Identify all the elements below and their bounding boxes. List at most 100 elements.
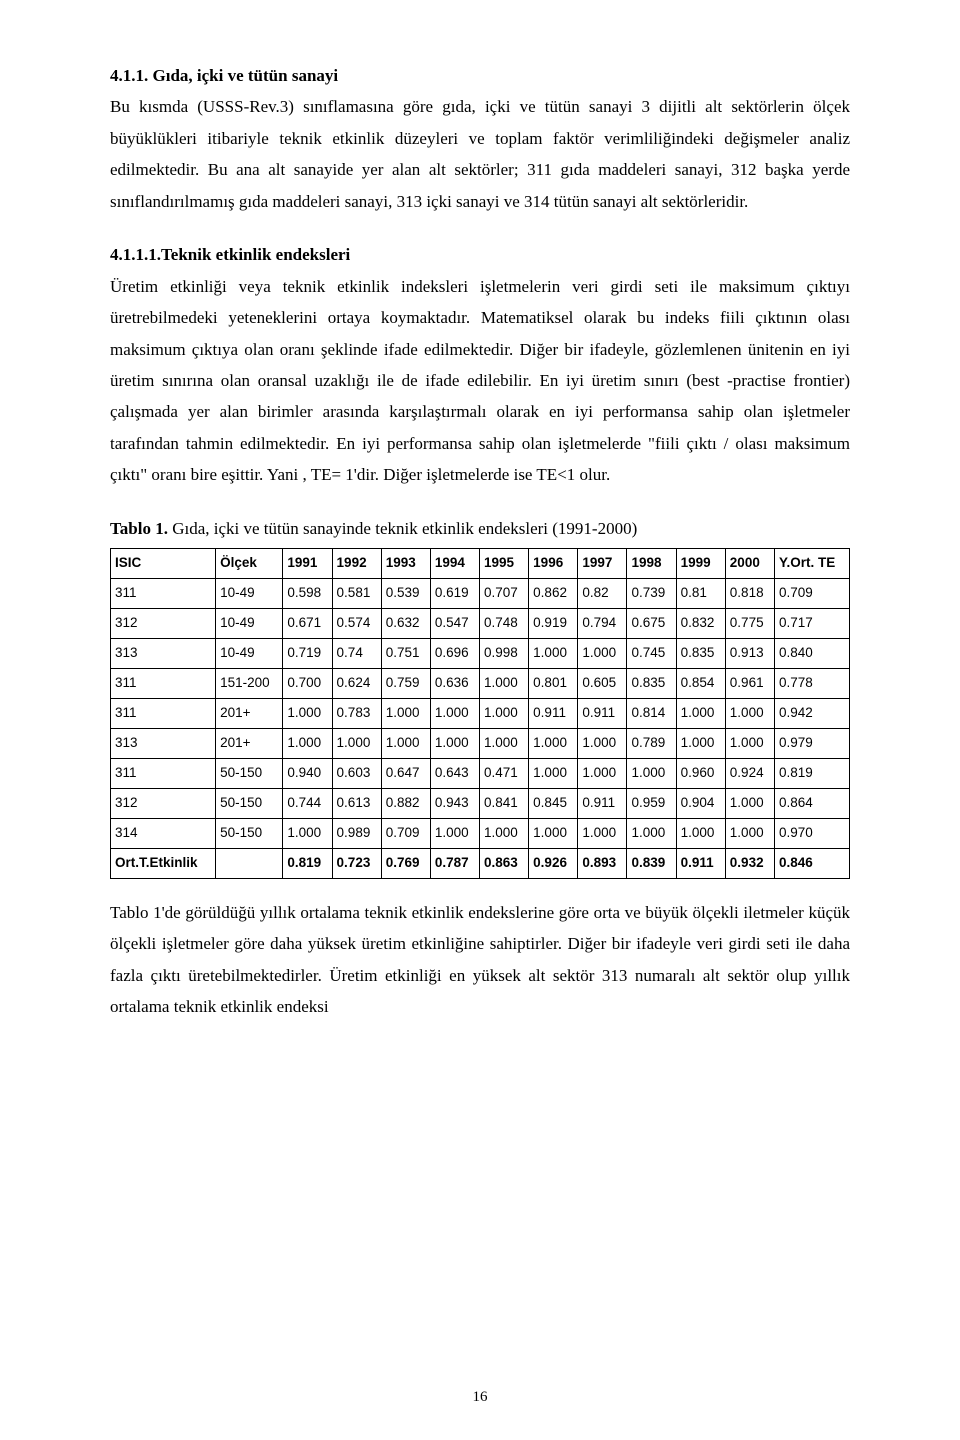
paragraph-1: Bu kısmda (USSS-Rev.3) sınıflamasına gör… bbox=[110, 91, 850, 217]
table-row: 31110-490.5980.5810.5390.6190.7070.8620.… bbox=[111, 579, 850, 609]
table-cell: 0.581 bbox=[332, 579, 381, 609]
table-cell: 1.000 bbox=[627, 758, 676, 788]
table-header-cell: 2000 bbox=[725, 549, 774, 579]
table-cell: 0.911 bbox=[578, 698, 627, 728]
table-cell: 0.787 bbox=[430, 848, 479, 878]
table-header-cell: 1993 bbox=[381, 549, 430, 579]
table-cell: 0.819 bbox=[283, 848, 332, 878]
table-header-row: ISICÖlçek1991199219931994199519961997199… bbox=[111, 549, 850, 579]
table-cell: 0.82 bbox=[578, 579, 627, 609]
table-caption: Tablo 1. Gıda, içki ve tütün sanayinde t… bbox=[110, 513, 850, 544]
table-cell: 314 bbox=[111, 818, 216, 848]
table-cell: 0.835 bbox=[627, 669, 676, 699]
table-cell: 1.000 bbox=[529, 818, 578, 848]
table-cell: 1.000 bbox=[381, 698, 430, 728]
table-cell: 0.775 bbox=[725, 609, 774, 639]
table-cell: 1.000 bbox=[725, 698, 774, 728]
table-cell: 1.000 bbox=[676, 698, 725, 728]
data-table: ISICÖlçek1991199219931994199519961997199… bbox=[110, 548, 850, 879]
table-cell: 0.81 bbox=[676, 579, 725, 609]
table-cell: 0.723 bbox=[332, 848, 381, 878]
table-cell: 0.671 bbox=[283, 609, 332, 639]
table-cell: 313 bbox=[111, 728, 216, 758]
table-cell: 0.835 bbox=[676, 639, 725, 669]
table-cell: 0.911 bbox=[578, 788, 627, 818]
table-cell: 0.769 bbox=[381, 848, 430, 878]
table-cell: 1.000 bbox=[676, 728, 725, 758]
table-cell: 311 bbox=[111, 698, 216, 728]
table-cell: 50-150 bbox=[216, 758, 283, 788]
table-body: 31110-490.5980.5810.5390.6190.7070.8620.… bbox=[111, 579, 850, 879]
table-cell: 0.632 bbox=[381, 609, 430, 639]
table-cell: 1.000 bbox=[578, 758, 627, 788]
table-cell: 0.893 bbox=[578, 848, 627, 878]
table-row: 31310-490.7190.740.7510.6960.9981.0001.0… bbox=[111, 639, 850, 669]
table-header-cell: 1997 bbox=[578, 549, 627, 579]
table-cell: 0.959 bbox=[627, 788, 676, 818]
table-cell: 0.613 bbox=[332, 788, 381, 818]
table-cell: 312 bbox=[111, 788, 216, 818]
paragraph-2-body: Üretim etkinliği veya teknik etkinlik in… bbox=[110, 277, 850, 485]
table-cell: 10-49 bbox=[216, 579, 283, 609]
table-cell: 0.940 bbox=[283, 758, 332, 788]
table-cell: 1.000 bbox=[676, 818, 725, 848]
paragraph-2: 4.1.1.1.Teknik etkinlik endeksleri Üreti… bbox=[110, 239, 850, 491]
table-cell: 0.862 bbox=[529, 579, 578, 609]
table-cell: 0.970 bbox=[774, 818, 849, 848]
table-row: 31450-1501.0000.9890.7091.0001.0001.0001… bbox=[111, 818, 850, 848]
table-header-cell: 1994 bbox=[430, 549, 479, 579]
section-heading: 4.1.1. Gıda, içki ve tütün sanayi bbox=[110, 60, 850, 91]
subsection-heading: 4.1.1.1.Teknik etkinlik endeksleri bbox=[110, 245, 350, 264]
table-cell: 0.924 bbox=[725, 758, 774, 788]
table-cell: 312 bbox=[111, 609, 216, 639]
table-cell: 313 bbox=[111, 639, 216, 669]
table-cell: 0.960 bbox=[676, 758, 725, 788]
table-cell: 0.636 bbox=[430, 669, 479, 699]
table-caption-text: Gıda, içki ve tütün sanayinde teknik etk… bbox=[168, 519, 637, 538]
table-cell: 50-150 bbox=[216, 818, 283, 848]
table-cell: 0.961 bbox=[725, 669, 774, 699]
table-cell: 0.926 bbox=[529, 848, 578, 878]
table-cell: 1.000 bbox=[332, 728, 381, 758]
table-cell: 1.000 bbox=[283, 818, 332, 848]
table-cell: 0.700 bbox=[283, 669, 332, 699]
table-header-cell: 1999 bbox=[676, 549, 725, 579]
table-cell: 0.759 bbox=[381, 669, 430, 699]
table-cell: 151-200 bbox=[216, 669, 283, 699]
table-cell: 0.744 bbox=[283, 788, 332, 818]
table-cell: 1.000 bbox=[283, 728, 332, 758]
table-cell: 1.000 bbox=[480, 818, 529, 848]
table-cell: 1.000 bbox=[529, 639, 578, 669]
table-cell: 0.745 bbox=[627, 639, 676, 669]
table-cell: 0.832 bbox=[676, 609, 725, 639]
table-cell: 0.846 bbox=[774, 848, 849, 878]
table-row: 31150-1500.9400.6030.6470.6430.4711.0001… bbox=[111, 758, 850, 788]
table-cell: 0.574 bbox=[332, 609, 381, 639]
table-cell: 0.717 bbox=[774, 609, 849, 639]
table-cell: 1.000 bbox=[627, 818, 676, 848]
table-cell: 0.598 bbox=[283, 579, 332, 609]
table-cell: 0.751 bbox=[381, 639, 430, 669]
table-cell: 0.74 bbox=[332, 639, 381, 669]
table-header-cell: 1992 bbox=[332, 549, 381, 579]
table-row: 311201+1.0000.7831.0001.0001.0000.9110.9… bbox=[111, 698, 850, 728]
table-cell: 0.748 bbox=[480, 609, 529, 639]
table-header-cell: 1998 bbox=[627, 549, 676, 579]
table-cell: 0.675 bbox=[627, 609, 676, 639]
table-cell: 10-49 bbox=[216, 609, 283, 639]
table-cell: 1.000 bbox=[430, 698, 479, 728]
table-cell: 1.000 bbox=[430, 818, 479, 848]
table-cell: 1.000 bbox=[725, 728, 774, 758]
table-cell: 1.000 bbox=[480, 698, 529, 728]
table-header-cell: Ölçek bbox=[216, 549, 283, 579]
page-container: 4.1.1. Gıda, içki ve tütün sanayi Bu kıs… bbox=[0, 0, 960, 1440]
paragraph-3: Tablo 1'de görüldüğü yıllık ortalama tek… bbox=[110, 897, 850, 1023]
table-caption-label: Tablo 1. bbox=[110, 519, 168, 538]
table-cell: 0.643 bbox=[430, 758, 479, 788]
table-cell: 1.000 bbox=[529, 728, 578, 758]
table-cell: 1.000 bbox=[480, 728, 529, 758]
table-cell: 0.863 bbox=[480, 848, 529, 878]
table-row: 311151-2000.7000.6240.7590.6361.0000.801… bbox=[111, 669, 850, 699]
table-cell: 0.943 bbox=[430, 788, 479, 818]
table-cell: 311 bbox=[111, 579, 216, 609]
